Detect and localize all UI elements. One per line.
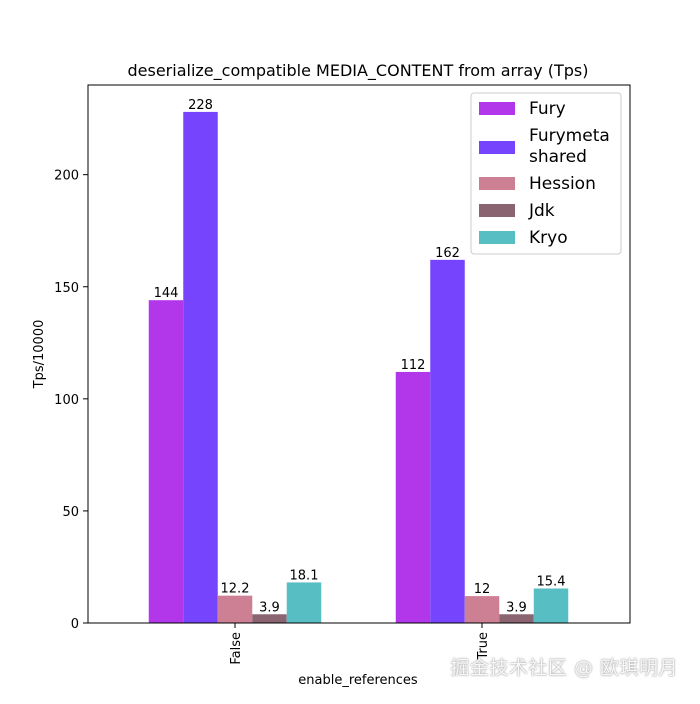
data-label: 3.9 <box>506 600 527 615</box>
chart-title: deserialize_compatible MEDIA_CONTENT fro… <box>128 61 589 81</box>
y-tick-label: 0 <box>71 617 79 632</box>
bar-kryo-false <box>286 582 322 623</box>
data-label: 162 <box>435 246 460 261</box>
y-tick-label: 200 <box>54 169 79 184</box>
y-tick-label: 50 <box>62 505 79 520</box>
legend-swatch-hession <box>479 177 515 190</box>
legend-swatch-jdk <box>479 204 515 217</box>
data-label: 18.1 <box>290 568 319 583</box>
data-label: 144 <box>154 286 179 301</box>
x-axis-label: enable_references <box>298 673 418 688</box>
x-tick-label: True <box>476 632 491 661</box>
x-tick-label: False <box>229 632 244 665</box>
y-tick-label: 150 <box>54 281 79 296</box>
data-label: 12 <box>474 582 491 597</box>
bar-jdk-true <box>499 614 534 623</box>
legend-label-hession: Hession <box>529 174 596 194</box>
legend-swatch-kryo <box>479 231 515 244</box>
bar-hession-true <box>464 596 500 623</box>
bar-kryo-true <box>533 588 569 623</box>
watermark: 掘金技术社区 @ 欧琪明月 <box>450 657 678 679</box>
data-label: 112 <box>401 358 426 373</box>
legend-label-jdk: Jdk <box>528 201 555 221</box>
legend-swatch-furymeta-shared <box>479 141 515 154</box>
legend-label-kryo: Kryo <box>529 228 568 248</box>
y-axis-label: Tps/10000 <box>32 320 47 390</box>
data-label: 15.4 <box>537 574 566 589</box>
legend-swatch-fury <box>479 102 515 115</box>
bar-fury-false <box>148 300 184 623</box>
bar-furymeta-shared-false <box>183 111 218 624</box>
y-tick-label: 100 <box>54 393 79 408</box>
bar-hession-false <box>217 595 253 623</box>
bar-jdk-false <box>252 614 287 623</box>
data-label: 228 <box>188 98 213 113</box>
bar-furymeta-shared-true <box>430 259 465 623</box>
legend-label-fury: Fury <box>529 99 566 119</box>
data-label: 12.2 <box>221 582 250 597</box>
legend-label-furymeta-shared: Furymeta shared <box>529 126 610 167</box>
bar-fury-true <box>395 371 431 623</box>
data-label: 3.9 <box>259 600 280 615</box>
plot-frame <box>87 84 631 624</box>
